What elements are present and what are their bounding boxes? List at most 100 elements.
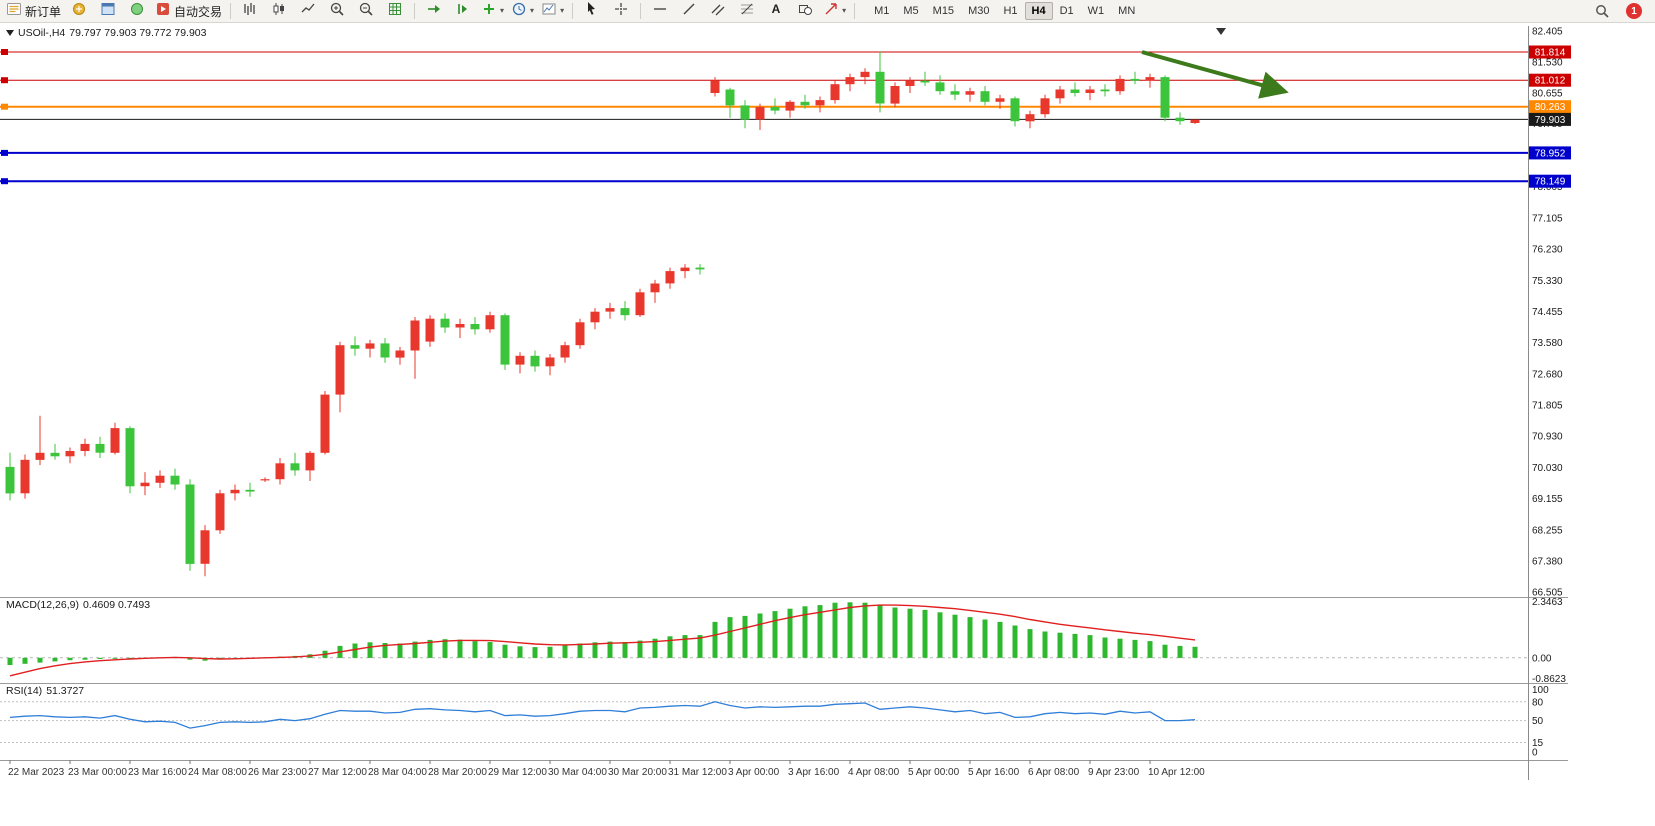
svg-text:27 Mar 12:00: 27 Mar 12:00 (308, 767, 367, 778)
trendline-button[interactable] (675, 1, 703, 21)
zoom-out-icon (358, 1, 374, 22)
macd-header: MACD(12,26,9) 0.4609 0.7493 (6, 599, 150, 611)
data-window-icon (129, 1, 145, 22)
timeframe-h1[interactable]: H1 (1003, 5, 1018, 17)
toolbar-separator (572, 3, 574, 19)
crosshair-button[interactable] (607, 1, 635, 21)
zoom-in-button[interactable] (323, 1, 351, 21)
cursor-button[interactable] (578, 1, 606, 21)
svg-text:2.3463: 2.3463 (1532, 597, 1563, 608)
svg-text:3 Apr 16:00: 3 Apr 16:00 (788, 767, 840, 778)
hline-icon (652, 1, 668, 22)
market-watch-button[interactable] (94, 1, 122, 21)
timeframe-d1[interactable]: D1 (1059, 5, 1074, 17)
candle-chart-button[interactable] (265, 1, 293, 21)
timeframe-m30[interactable]: M30 (968, 5, 990, 17)
zoom-in-icon (329, 1, 345, 22)
svg-text:30 Mar 04:00: 30 Mar 04:00 (548, 767, 607, 778)
toolbar-separator (854, 3, 856, 19)
text-button[interactable]: A (762, 1, 790, 21)
svg-text:75.330: 75.330 (1532, 276, 1563, 287)
svg-text:3 Apr 00:00: 3 Apr 00:00 (728, 767, 780, 778)
templates-button[interactable]: ▾ (538, 1, 567, 21)
candles-chart-icon (271, 1, 287, 22)
svg-text:81.012: 81.012 (1535, 76, 1566, 87)
timeframe-m15[interactable]: M15 (932, 5, 955, 17)
fibonacci-button[interactable] (733, 1, 761, 21)
autotrade-button-label: 自动交易 (174, 4, 223, 19)
timeframe-w1[interactable]: W1 (1087, 5, 1105, 17)
bar-chart-button[interactable] (236, 1, 264, 21)
timeframe-group: M1 M5 M15 M30 H1 H4 D1 W1 MN (867, 2, 1142, 20)
channel-icon (710, 1, 726, 22)
svg-text:68.255: 68.255 (1532, 526, 1563, 537)
chart-menu-icon[interactable] (6, 30, 14, 36)
svg-text:0.00: 0.00 (1532, 653, 1552, 664)
svg-text:80.263: 80.263 (1535, 102, 1566, 113)
svg-text:67.380: 67.380 (1532, 557, 1563, 568)
new-order-button-label: 新订单 (25, 4, 62, 19)
svg-text:30 Mar 20:00: 30 Mar 20:00 (608, 767, 667, 778)
chart-shift-button[interactable] (449, 1, 477, 21)
profile-button[interactable] (65, 1, 93, 21)
rsi-header: RSI(14) 51.3727 (6, 685, 84, 697)
fibonacci-icon (739, 1, 755, 22)
toolbar-buttons: 新订单 自动交易 ▾ ▾ ▾ A ▾ (3, 1, 859, 21)
search-button[interactable] (1588, 1, 1616, 21)
rsi-value: 51.3727 (46, 685, 85, 697)
svg-text:28 Mar 20:00: 28 Mar 20:00 (428, 767, 487, 778)
svg-text:24 Mar 08:00: 24 Mar 08:00 (188, 767, 247, 778)
svg-text:28 Mar 04:00: 28 Mar 04:00 (368, 767, 427, 778)
svg-text:22 Mar 2023: 22 Mar 2023 (8, 767, 65, 778)
new-order-button[interactable]: 新订单 (3, 1, 64, 21)
svg-text:74.455: 74.455 (1532, 307, 1563, 318)
market-watch-icon (100, 1, 116, 22)
svg-text:4 Apr 08:00: 4 Apr 08:00 (848, 767, 900, 778)
svg-text:70.030: 70.030 (1532, 463, 1563, 474)
grid-icon (387, 1, 403, 22)
channel-button[interactable] (704, 1, 732, 21)
caret-down-icon: ▾ (560, 6, 565, 15)
svg-text:5 Apr 00:00: 5 Apr 00:00 (908, 767, 960, 778)
line-chart-button[interactable] (294, 1, 322, 21)
caret-down-icon: ▾ (842, 6, 847, 15)
svg-text:A: A (772, 2, 781, 16)
svg-text:82.405: 82.405 (1532, 27, 1563, 38)
timeframe-h4[interactable]: H4 (1024, 2, 1053, 20)
bars-chart-icon (242, 1, 258, 22)
svg-text:81.530: 81.530 (1532, 58, 1563, 69)
svg-text:66.505: 66.505 (1532, 587, 1563, 598)
svg-text:50: 50 (1532, 716, 1544, 727)
crosshair-icon (613, 1, 629, 22)
shapes-icon (797, 1, 813, 22)
timeframe-m5[interactable]: M5 (903, 5, 919, 17)
toolbar-right: 1 (1588, 1, 1652, 21)
indicator-add-icon (481, 1, 497, 22)
periods-button[interactable]: ▾ (508, 1, 537, 21)
data-window-button[interactable] (123, 1, 151, 21)
caret-down-icon: ▾ (500, 6, 505, 15)
indicators-button[interactable]: ▾ (478, 1, 507, 21)
svg-text:23 Mar 00:00: 23 Mar 00:00 (68, 767, 127, 778)
shapes-button[interactable] (791, 1, 819, 21)
svg-text:9 Apr 23:00: 9 Apr 23:00 (1088, 767, 1140, 778)
chart-shift-icon (455, 1, 471, 22)
auto-scroll-button[interactable] (420, 1, 448, 21)
notifications-badge[interactable]: 1 (1626, 3, 1642, 19)
grid-button[interactable] (381, 1, 409, 21)
arrows-button[interactable]: ▾ (820, 1, 849, 21)
svg-text:31 Mar 12:00: 31 Mar 12:00 (668, 767, 727, 778)
timeframe-mn[interactable]: MN (1118, 5, 1136, 17)
autotrade-button[interactable]: 自动交易 (152, 1, 225, 21)
timeframe-m1[interactable]: M1 (874, 5, 890, 17)
svg-text:26 Mar 23:00: 26 Mar 23:00 (248, 767, 307, 778)
hline-button[interactable] (646, 1, 674, 21)
svg-text:78.952: 78.952 (1535, 148, 1566, 159)
macd-values: 0.4609 0.7493 (82, 599, 151, 611)
zoom-out-button[interactable] (352, 1, 380, 21)
svg-text:81.814: 81.814 (1535, 48, 1566, 59)
caret-down-icon: ▾ (530, 6, 535, 15)
profile-icon (71, 1, 87, 22)
rsi-title: RSI(14) (6, 685, 43, 697)
